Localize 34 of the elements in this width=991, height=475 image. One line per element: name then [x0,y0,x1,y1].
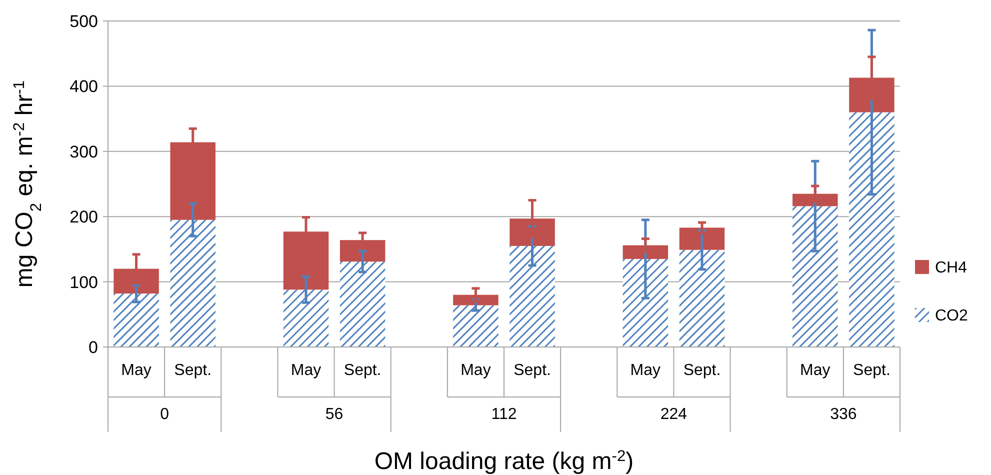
legend-label: CH4 [935,260,968,277]
bar [340,262,386,347]
x-tick-label: May [460,362,491,379]
bar [679,250,725,347]
x-tick-label: May [800,362,830,379]
bar [510,246,555,347]
text: 112 [491,406,517,423]
text: 56 [325,406,344,423]
bar [170,220,216,347]
text: 0 [160,406,170,423]
y-tick-label: 0 [88,338,98,357]
x-tick-label: Sept. [683,362,721,379]
x-tick-label: May [121,362,152,379]
bar [792,206,838,347]
bar [453,305,498,347]
x-tick-label: May [290,362,322,379]
bar [849,112,894,347]
x-tick-label: Sept. [514,362,551,379]
text: 224 [660,406,688,423]
x-tick-label: Sept. [853,362,890,379]
y-tick-label: 200 [70,208,98,227]
x-tick-label: May [630,362,661,379]
bar [283,290,329,347]
legend-label: CO2 [935,308,968,325]
bar [114,294,159,347]
x-tick-label: Sept. [174,362,212,379]
text: 336 [830,406,857,423]
y-tick-label: 400 [70,77,98,96]
y-tick-label: 500 [70,12,98,31]
y-tick-label: 300 [70,142,98,162]
bar [622,258,668,347]
y-tick-label: 100 [70,272,98,292]
x-tick-label: Sept. [344,362,382,379]
x-axis-title: OM loading rate (kg m$^{-2}$) [374,448,634,475]
